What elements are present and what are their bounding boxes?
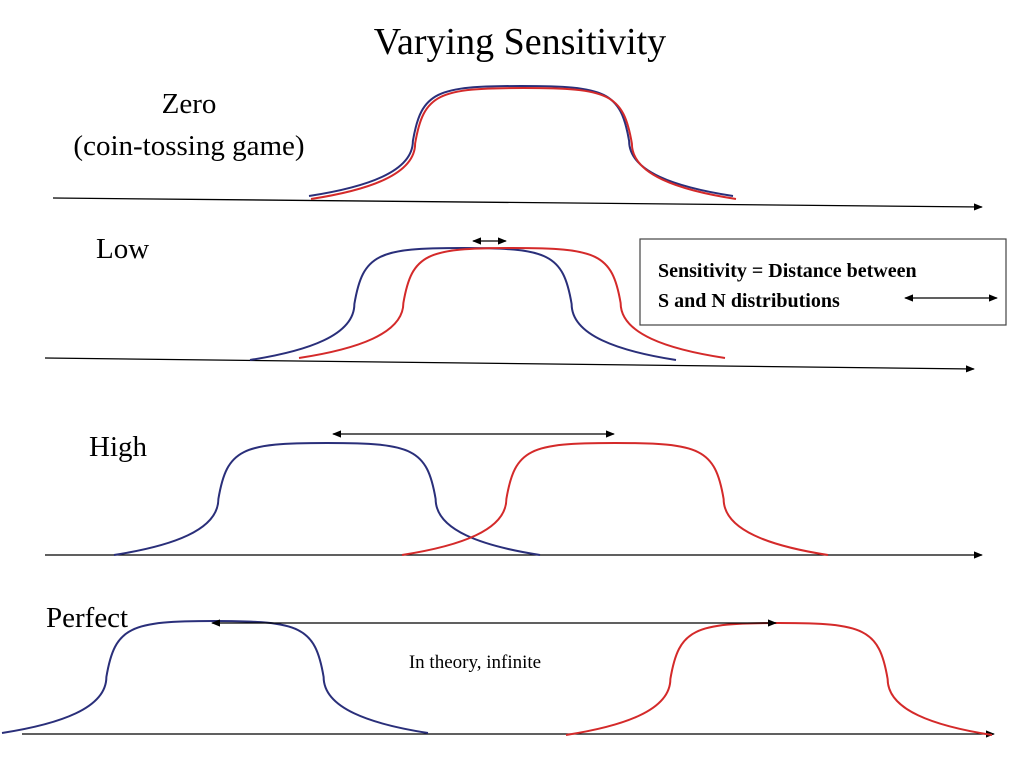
signal-distribution-zero bbox=[310, 86, 737, 200]
noise-distribution-low bbox=[249, 246, 677, 361]
row-label-zero-subtitle: (coin-tossing game) bbox=[73, 130, 304, 162]
signal-distribution-high bbox=[401, 441, 829, 556]
noise-distribution-zero bbox=[308, 84, 734, 197]
definition-line-2: S and N distributions bbox=[658, 290, 840, 312]
row-label-low: Low bbox=[96, 233, 149, 265]
row-label-perfect: Perfect bbox=[46, 602, 128, 634]
slide-title: Varying Sensitivity bbox=[374, 21, 666, 63]
noise-distribution-high bbox=[113, 441, 541, 556]
axis-low bbox=[44, 357, 975, 373]
axis-zero bbox=[52, 197, 983, 211]
noise-distribution-perfect bbox=[1, 619, 429, 734]
perfect-note: In theory, infinite bbox=[409, 652, 541, 673]
row-label-high: High bbox=[89, 431, 148, 463]
definition-box: Sensitivity = Distance between S and N d… bbox=[639, 238, 1007, 326]
signal-distribution-low bbox=[298, 246, 726, 359]
signal-distribution-perfect bbox=[565, 621, 993, 736]
definition-box-frame bbox=[639, 238, 1007, 326]
row-label-zero: Zero bbox=[162, 88, 217, 120]
definition-line-1: Sensitivity = Distance between bbox=[658, 260, 917, 282]
